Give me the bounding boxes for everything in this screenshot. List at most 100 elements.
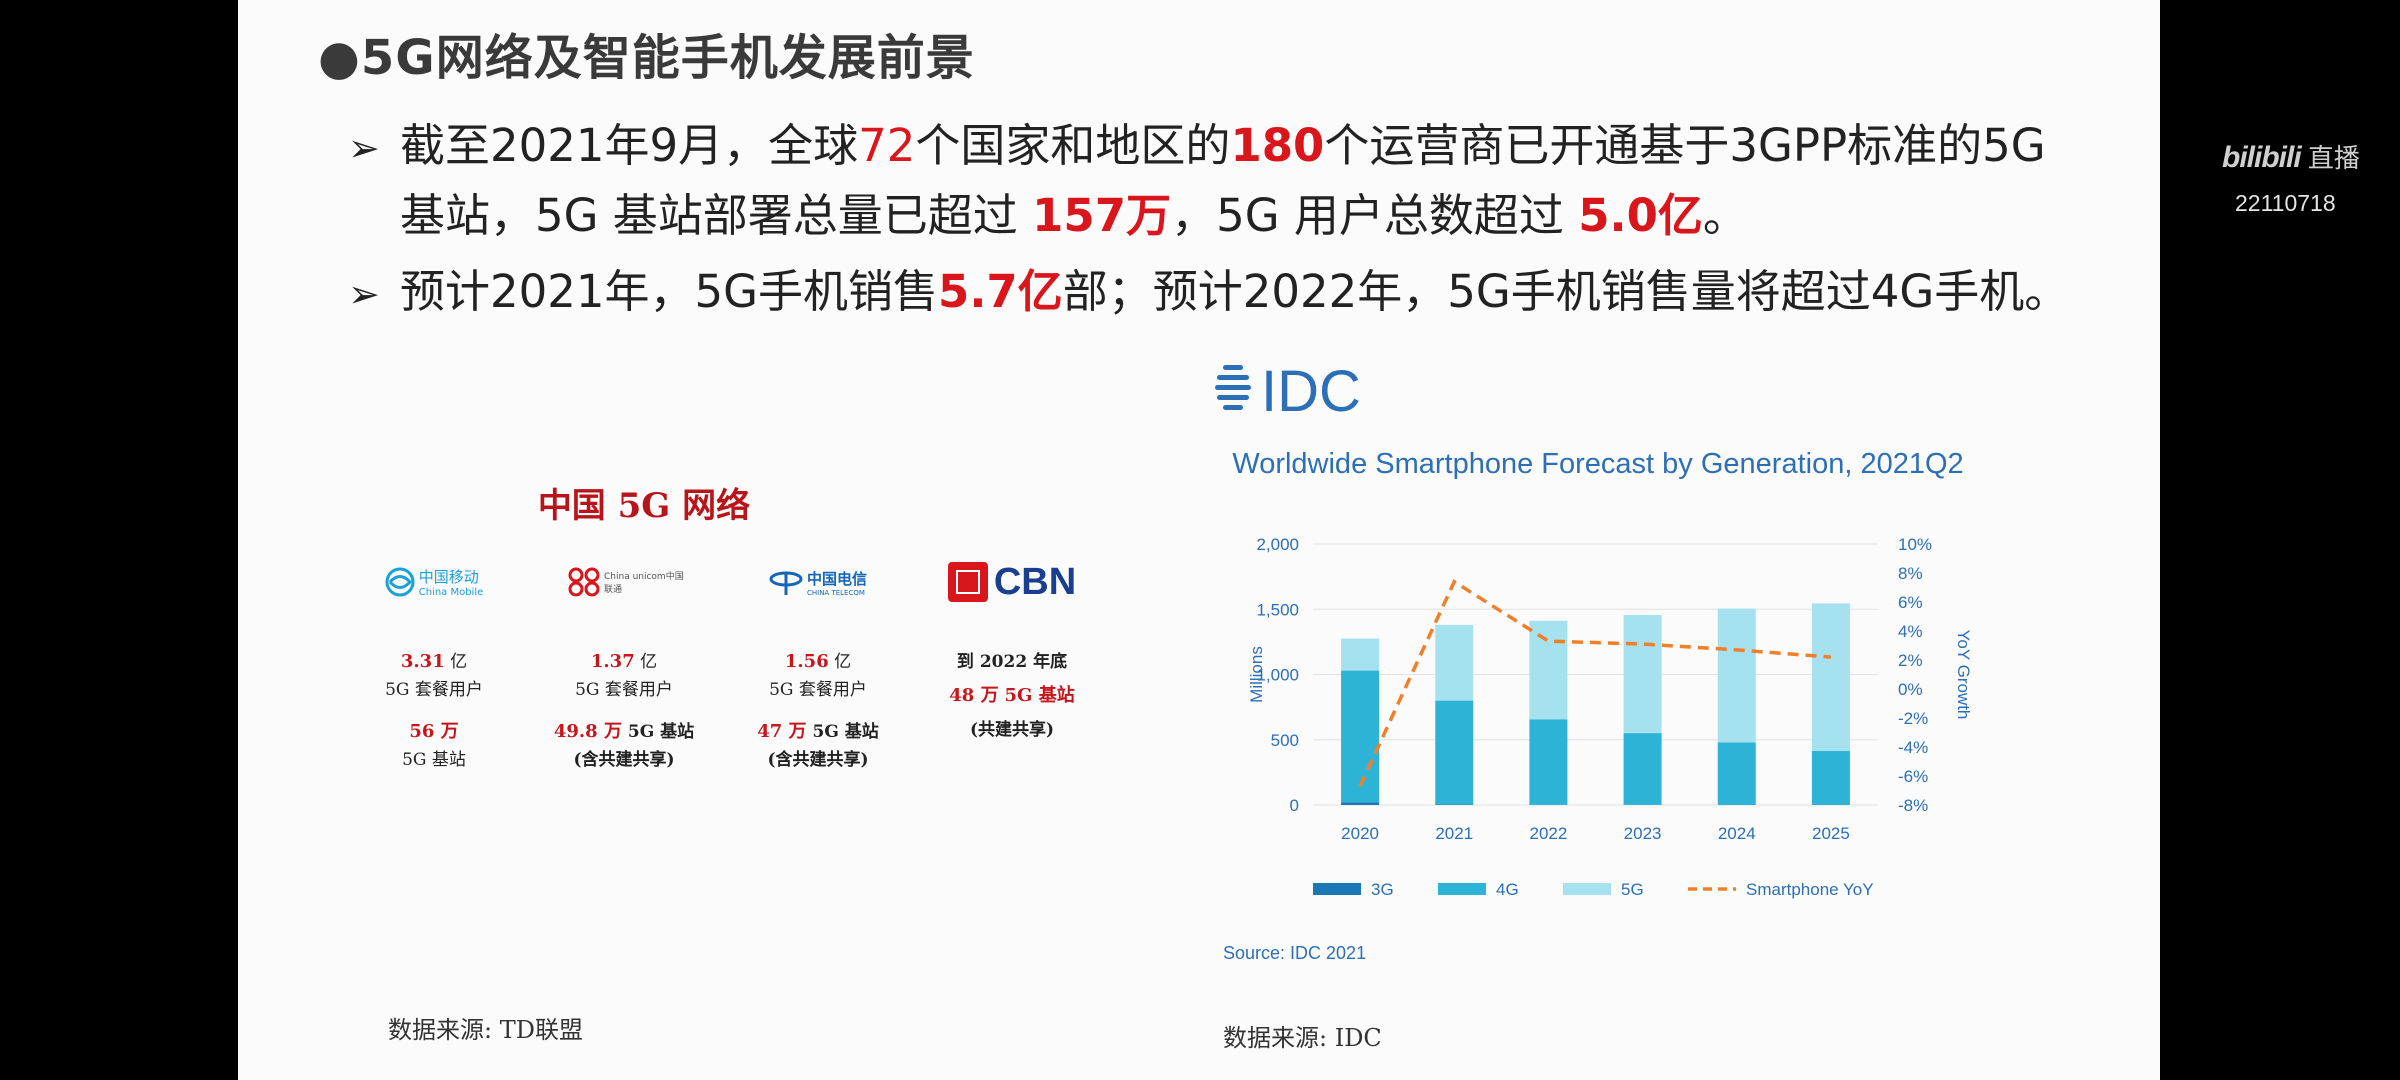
cbn-logo: CBN bbox=[912, 552, 1112, 612]
x-tick-label: 2021 bbox=[1435, 824, 1473, 843]
y-tick-label: 0 bbox=[1290, 796, 1299, 815]
slide: ●5G网络及智能手机发展前景 ➢ 截至2021年9月，全球72个国家和地区的180… bbox=[238, 0, 2160, 1080]
legend-swatch bbox=[1438, 883, 1486, 895]
y-tick-label: 1,000 bbox=[1256, 666, 1299, 685]
china-unicom-name: China unicom中国联通 bbox=[604, 572, 684, 595]
basestation-value: 49.8 万 bbox=[553, 721, 622, 742]
basestation-label: 5G 基站 bbox=[1004, 685, 1075, 706]
live-label: 直播 bbox=[2307, 143, 2360, 173]
y2-tick-label: 2% bbox=[1898, 651, 1923, 670]
bullet1-countries: 72 bbox=[858, 119, 916, 172]
users-label: 5G 套餐用户 bbox=[575, 680, 673, 700]
bar-5g bbox=[1341, 638, 1380, 671]
legend-label: Smartphone YoY bbox=[1746, 880, 1874, 899]
cbn-name: CBN bbox=[993, 560, 1077, 603]
china-mobile-en: China Mobile bbox=[418, 587, 484, 598]
bullet1-text-c: 个国家和地区的 bbox=[915, 119, 1231, 172]
china-mobile-name: 中国移动 bbox=[418, 568, 479, 586]
x-tick-label: 2023 bbox=[1624, 824, 1662, 843]
users-label: 5G 套餐用户 bbox=[769, 680, 867, 700]
idc-logo: IDC bbox=[1213, 355, 1413, 429]
operator-china-mobile: 中国移动 China Mobile 3.31 亿 5G 套餐用户 56 万 5G… bbox=[334, 552, 534, 774]
basestation-label: 5G 基站 bbox=[402, 750, 466, 770]
bullet-2: ➢ 预计2021年，5G手机销售5.7亿部；预计2022年，5G手机销售量将超过4… bbox=[348, 258, 2069, 328]
basestation-note: (含共建共享) bbox=[573, 750, 675, 770]
bar-5g bbox=[1435, 624, 1474, 701]
china-5g-title: 中国 5G 网络 bbox=[537, 486, 751, 526]
arrow-bullet-icon: ➢ bbox=[348, 272, 380, 316]
y2-tick-label: -2% bbox=[1898, 709, 1928, 728]
bar-4g bbox=[1623, 733, 1662, 805]
users-unit: 亿 bbox=[640, 652, 658, 672]
china-5g-panel: 中国 5G 网络 中国移动 China Mobile 3.31 亿 5G 套餐用… bbox=[334, 450, 1134, 1070]
china-unicom-knot-icon bbox=[568, 567, 600, 597]
cbn-target-label: 到 2022 年底 bbox=[956, 652, 1068, 672]
bar-4g bbox=[1341, 670, 1380, 803]
china-mobile-icon bbox=[385, 567, 415, 597]
y2-tick-label: -4% bbox=[1898, 738, 1928, 757]
y-tick-label: 1,500 bbox=[1256, 600, 1299, 619]
y2-tick-label: -8% bbox=[1898, 796, 1928, 815]
smartphone-forecast-chart: Worldwide Smartphone Forecast by Generat… bbox=[1218, 430, 1978, 990]
bullet2-text-c: 部；预计2022年，5G手机销售量将超过4G手机。 bbox=[1062, 265, 2070, 318]
idc-chart-source: Source: IDC 2021 bbox=[1223, 943, 1367, 963]
basestation-note: (含共建共享) bbox=[767, 750, 869, 770]
idc-globe-icon: IDC bbox=[1215, 359, 1361, 424]
china-unicom-logo: China unicom中国联通 bbox=[524, 552, 724, 612]
bar-4g bbox=[1529, 719, 1568, 805]
y-axis-label: Millions bbox=[1247, 646, 1266, 703]
legend-label: 5G bbox=[1621, 880, 1644, 899]
yoy-line bbox=[1358, 579, 1832, 787]
china-mobile-logo: 中国移动 China Mobile bbox=[334, 552, 534, 612]
chart-title: Worldwide Smartphone Forecast by Generat… bbox=[1232, 448, 1964, 480]
room-id: 22110718 bbox=[2235, 190, 2336, 216]
users-value: 3.31 bbox=[400, 651, 445, 672]
users-unit: 亿 bbox=[834, 652, 852, 672]
basestation-label: 5G 基站 bbox=[627, 722, 695, 742]
slide-title: ●5G网络及智能手机发展前景 bbox=[318, 18, 975, 88]
bilibili-watermark: bilibili 直播 bbox=[2222, 138, 2360, 175]
y2-tick-label: 4% bbox=[1898, 622, 1923, 641]
y2-tick-label: -6% bbox=[1898, 767, 1928, 786]
bar-4g bbox=[1811, 750, 1850, 805]
x-tick-label: 2020 bbox=[1341, 824, 1379, 843]
operator-china-telecom: 中国电信 CHINA TELECOM 1.56 亿 5G 套餐用户 47 万 5… bbox=[718, 552, 918, 774]
arrow-bullet-icon: ➢ bbox=[348, 126, 380, 170]
bullet1-basestations: 157万 bbox=[1032, 189, 1172, 242]
china-telecom-icon bbox=[769, 571, 803, 595]
users-value: 1.37 bbox=[590, 651, 635, 672]
title-bullet-dot: ● bbox=[318, 30, 361, 86]
users-label: 5G 套餐用户 bbox=[385, 680, 483, 700]
left-source: 数据来源: TD联盟 bbox=[388, 1016, 583, 1044]
bar-5g bbox=[1811, 603, 1850, 751]
basestation-value: 47 万 bbox=[757, 721, 807, 742]
bullet1-users: 5.0亿 bbox=[1578, 189, 1703, 242]
chart-svg: 0 500 1,000 1,500 2,000 -8% -6% -4% -2% 0% 2% 4% 6% 8… bbox=[1247, 535, 1973, 899]
bar-3g bbox=[1341, 802, 1380, 805]
basestation-note: (共建共享) bbox=[969, 720, 1055, 740]
bullet1-line2-e: 。 bbox=[1702, 189, 1748, 242]
bullet2-text-a: 预计2021年，5G手机销售 bbox=[400, 265, 939, 318]
operator-china-unicom: China unicom中国联通 1.37 亿 5G 套餐用户 49.8 万 5… bbox=[524, 552, 724, 774]
china-mobile-users: 3.31 亿 bbox=[334, 648, 534, 676]
china-telecom-en: CHINA TELECOM bbox=[806, 588, 865, 597]
y2-tick-label: 0% bbox=[1898, 680, 1923, 699]
china-telecom-name: 中国电信 bbox=[806, 569, 867, 588]
operator-cbn: CBN 到 2022 年底 48 万 5G 基站 (共建共享) bbox=[912, 552, 1112, 744]
y2-tick-label: 10% bbox=[1898, 535, 1932, 554]
legend-label: 3G bbox=[1371, 880, 1394, 899]
users-value: 1.56 bbox=[784, 651, 829, 672]
bullet1-line2-c: ，5G 用户总数超过 bbox=[1171, 189, 1579, 242]
bullet1-text-a: 截至2021年9月，全球 bbox=[400, 119, 859, 172]
y-tick-label: 500 bbox=[1271, 731, 1299, 750]
basestation-value: 48 万 bbox=[949, 685, 999, 706]
cbn-seal-icon bbox=[947, 562, 988, 602]
x-tick-label: 2025 bbox=[1812, 824, 1850, 843]
x-tick-label: 2024 bbox=[1718, 824, 1756, 843]
x-tick-label: 2022 bbox=[1530, 824, 1568, 843]
bullet-1: ➢ 截至2021年9月，全球72个国家和地区的180个运营商已开通基于3GPP标准… bbox=[348, 112, 2046, 250]
users-unit: 亿 bbox=[450, 652, 468, 672]
idc-logo-text: IDC bbox=[1261, 359, 1361, 424]
legend-swatch bbox=[1313, 883, 1361, 895]
title-text: 5G网络及智能手机发展前景 bbox=[360, 30, 975, 86]
